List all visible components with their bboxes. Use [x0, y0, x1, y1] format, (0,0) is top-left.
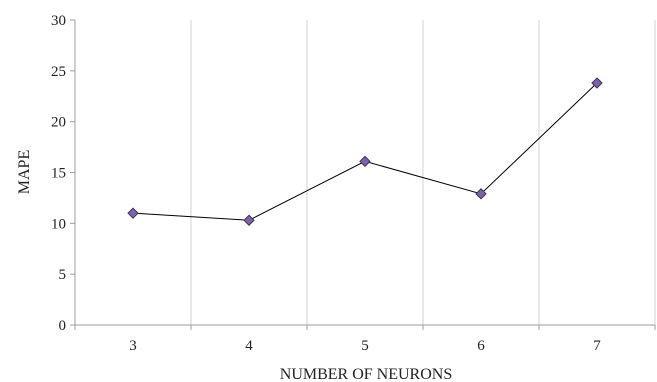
y-tick-label: 20	[51, 115, 66, 131]
x-tick-label: 4	[245, 338, 253, 354]
y-tick-label: 0	[59, 318, 67, 334]
data-point	[591, 77, 603, 89]
x-tick-labels: 3 4 5 6 7	[129, 338, 601, 354]
y-tick-label: 10	[51, 216, 66, 232]
y-tick-label: 5	[59, 267, 67, 283]
data-point	[475, 188, 487, 200]
data-point	[243, 214, 255, 226]
series-line	[132, 82, 598, 221]
x-axis-title: NUMBER OF NEURONS	[280, 366, 452, 382]
series	[127, 77, 603, 226]
x-tick-label: 7	[593, 338, 601, 354]
y-tick-label: 25	[51, 64, 66, 80]
x-tick-label: 5	[361, 338, 369, 354]
x-tick-label: 3	[129, 338, 137, 354]
y-axis-title: MAPE	[16, 150, 33, 194]
data-point	[127, 207, 139, 219]
y-tick-labels: 0 5 10 15 20 25 30	[51, 13, 66, 334]
axes	[70, 19, 656, 330]
y-tick-label: 15	[51, 166, 66, 182]
data-point	[359, 155, 371, 168]
grid-lines	[190, 20, 656, 325]
x-tick-label: 6	[477, 338, 485, 354]
y-tick-label: 30	[51, 13, 66, 29]
